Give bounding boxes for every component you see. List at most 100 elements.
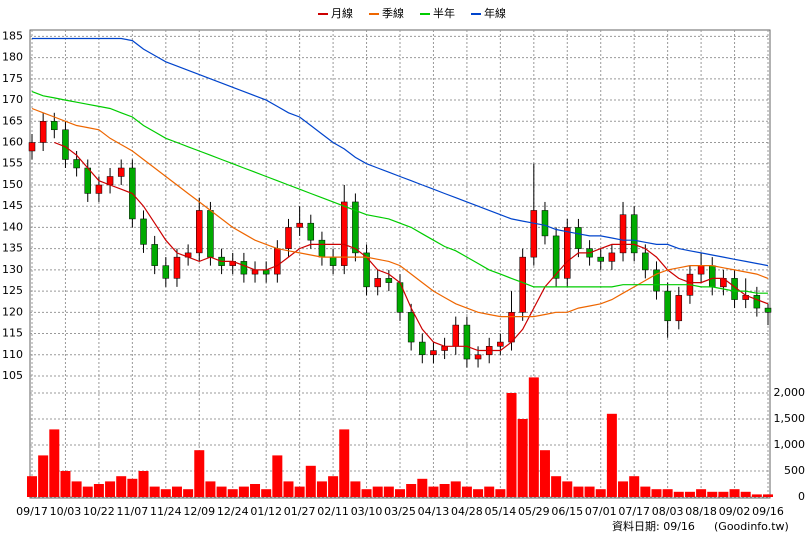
- volume-bar: [562, 481, 573, 497]
- volume-bar: [539, 450, 550, 497]
- candle-body: [441, 346, 448, 351]
- volume-bar: [339, 429, 350, 497]
- volume-bar: [417, 478, 428, 497]
- x-tick-label: 01/27: [284, 505, 316, 518]
- x-tick-label: 05/14: [485, 505, 517, 518]
- y-tick-label: 120: [2, 305, 23, 318]
- volume-bar: [729, 489, 740, 497]
- volume-bar: [662, 489, 673, 497]
- x-tick-label: 07/17: [618, 505, 650, 518]
- y2-tick-label: 500: [784, 464, 805, 477]
- volume-bar: [38, 455, 49, 497]
- candle-body: [262, 269, 270, 275]
- x-tick-label: 01/12: [250, 505, 282, 518]
- y-tick-label: 130: [2, 263, 23, 276]
- volume-bar: [160, 489, 171, 497]
- x-tick-label: 04/28: [451, 505, 483, 518]
- y-tick-label: 185: [2, 29, 23, 42]
- volume-bar: [551, 476, 562, 497]
- volume-bar: [261, 489, 272, 497]
- x-tick-label: 07/01: [585, 505, 617, 518]
- candle-body: [619, 214, 627, 254]
- candle-body: [352, 201, 359, 254]
- candle-body: [39, 121, 47, 143]
- x-tick-label: 04/13: [418, 505, 450, 518]
- volume-bar: [27, 476, 37, 497]
- candle-body: [374, 278, 381, 288]
- volume-bar: [116, 476, 127, 497]
- x-tick-label: 09/17: [16, 505, 48, 518]
- y-tick-label: 150: [2, 178, 23, 191]
- volume-bar: [194, 450, 205, 497]
- moving-average-line: [31, 107, 769, 318]
- volume-bar: [629, 476, 640, 497]
- volume-bar: [606, 413, 617, 497]
- volume-bar: [684, 491, 695, 497]
- x-tick-label: 08/03: [652, 505, 684, 518]
- candle-body: [419, 341, 426, 356]
- volume-bar: [740, 491, 751, 497]
- y-tick-label: 160: [2, 136, 23, 149]
- volume-bar: [618, 481, 629, 497]
- candle-body: [708, 265, 716, 288]
- candle-body: [575, 227, 582, 249]
- candle-body: [552, 235, 560, 279]
- volume-bar: [372, 486, 383, 497]
- footer-source: (Goodinfo.tw): [714, 520, 789, 533]
- volume-bar: [506, 393, 517, 497]
- volume-bar: [127, 478, 138, 497]
- candle-body: [274, 248, 281, 275]
- x-tick-label: 03/10: [351, 505, 383, 518]
- legend-label: 季線: [382, 6, 404, 20]
- candle-body: [497, 341, 504, 347]
- candle-body: [608, 252, 616, 262]
- legend-label: 半年: [433, 6, 455, 20]
- candle-body: [28, 142, 36, 152]
- y2-tick-label: 1,500: [774, 412, 806, 425]
- y-tick-label: 135: [2, 242, 23, 255]
- y-tick-label: 125: [2, 284, 23, 297]
- candle-body: [162, 265, 170, 279]
- candle-body: [630, 214, 638, 254]
- candle-body: [51, 121, 58, 131]
- volume-bar: [450, 481, 461, 497]
- volume-bar: [696, 489, 707, 497]
- x-tick-label: 10/22: [83, 505, 115, 518]
- volume-bar: [484, 486, 495, 497]
- candle-body: [117, 167, 125, 177]
- volume-bar: [495, 489, 506, 497]
- volume-bar: [718, 491, 729, 497]
- y-tick-label: 110: [2, 348, 23, 361]
- x-tick-label: 06/15: [551, 505, 583, 518]
- legend: 月線 季線 半年 年線: [318, 6, 506, 20]
- volume-bar: [93, 484, 104, 497]
- candle-body: [385, 278, 393, 283]
- volume-bar: [283, 481, 294, 497]
- volume-bar: [238, 486, 249, 497]
- candle-body: [642, 252, 649, 271]
- candle-body: [564, 227, 571, 279]
- volume-bar: [71, 481, 82, 497]
- volume-bar: [171, 486, 182, 497]
- y-tick-label: 180: [2, 51, 23, 64]
- candle-body: [753, 295, 761, 309]
- volume-bar: [763, 494, 773, 497]
- legend-label: 年線: [484, 6, 506, 20]
- x-tick-label: 09/16: [752, 505, 784, 518]
- volume-bar: [205, 481, 216, 497]
- volume-bar: [105, 481, 116, 497]
- volume-bar: [640, 486, 651, 497]
- volume-bar: [751, 494, 762, 497]
- volume-bar: [250, 484, 261, 497]
- volume-bar: [272, 455, 283, 497]
- candle-body: [530, 210, 538, 258]
- candle-body: [764, 307, 772, 313]
- volume-bar: [584, 486, 595, 497]
- candle-body: [251, 269, 259, 275]
- x-tick-label: 10/03: [50, 505, 82, 518]
- volume-bar: [428, 486, 439, 497]
- candle-body: [329, 256, 337, 266]
- candle-body: [407, 312, 415, 343]
- y-tick-label: 115: [2, 327, 23, 340]
